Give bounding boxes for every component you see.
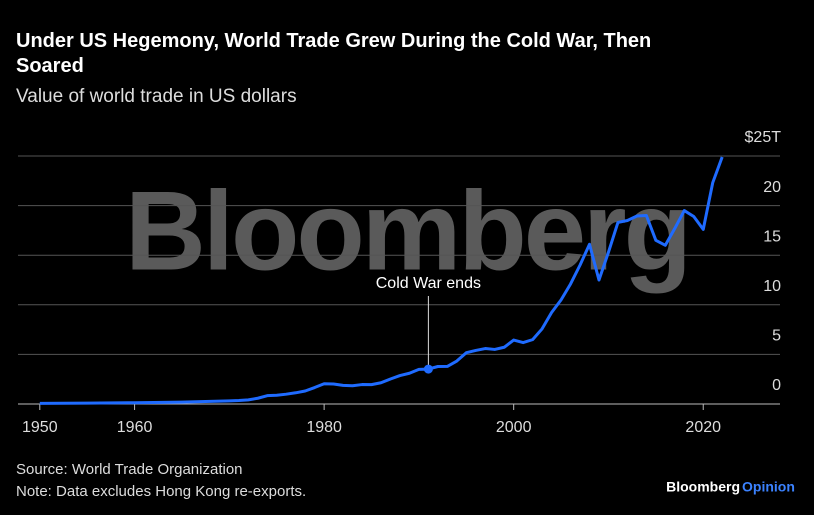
x-tick-label: 2020 (685, 419, 721, 436)
chart-title: Under US Hegemony, World Trade Grew Duri… (16, 30, 651, 77)
source: Source: World Trade Organization (16, 461, 243, 478)
x-tick-label: 1950 (22, 419, 58, 436)
annotation-label: Cold War ends (376, 275, 481, 292)
y-tick-label: $25T (745, 129, 782, 146)
x-tick-label: 2000 (496, 419, 532, 436)
x-tick-label: 1960 (117, 419, 153, 436)
brand-opinion: Opinion (742, 479, 795, 495)
brand: Bloomberg (666, 479, 740, 495)
y-tick-label: 0 (772, 377, 781, 394)
note: Note: Data excludes Hong Kong re-exports… (16, 483, 306, 500)
data-line (39, 156, 724, 405)
annotation-dot (423, 364, 433, 374)
y-tick-label: 15 (763, 228, 781, 245)
y-tick-label: 10 (763, 278, 781, 295)
y-tick-label: 5 (772, 328, 781, 345)
chart-subtitle: Value of world trade in US dollars (16, 86, 297, 107)
x-tick-label: 1980 (306, 419, 342, 436)
y-tick-label: 20 (763, 179, 781, 196)
